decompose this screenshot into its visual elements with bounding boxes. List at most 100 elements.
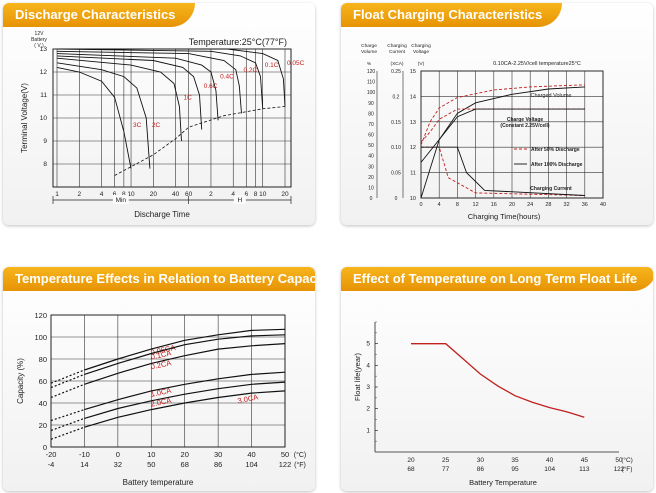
x-tick-label: 40 bbox=[600, 202, 606, 208]
x-tick-celsius: 40 bbox=[247, 450, 255, 459]
label-charge-voltage: Charge Voltage bbox=[507, 117, 544, 123]
x-tick-label: 4 bbox=[100, 191, 104, 198]
x-tick-label: 6 bbox=[244, 191, 248, 198]
y-tick-label: 13 bbox=[40, 46, 48, 53]
y-tick-label: 2 bbox=[366, 406, 370, 413]
series-label: 2.0CA bbox=[150, 396, 172, 409]
float-annotation: 0.10CA-2.25V/cell temperature25°C bbox=[493, 61, 581, 67]
x-tick-celsius: 25 bbox=[442, 457, 450, 464]
current-tick-label: 0.25 bbox=[391, 69, 401, 75]
y-tick-label: 60 bbox=[39, 377, 47, 386]
volume-tick-label: 20 bbox=[368, 175, 374, 181]
x-axis-label: Battery Temperature bbox=[469, 478, 537, 487]
y-header: Charging bbox=[411, 43, 431, 49]
x-tick-label: 60 bbox=[185, 191, 193, 198]
volume-tick-label: 30 bbox=[368, 164, 374, 170]
cutoff-voltage-line bbox=[114, 106, 286, 176]
x-tick-celsius: 50 bbox=[615, 457, 623, 464]
x-tick-fahrenheit: 95 bbox=[511, 466, 519, 473]
discharge-series-0.4C bbox=[56, 53, 219, 121]
x-tick-celsius: 20 bbox=[181, 450, 189, 459]
x-tick-fahrenheit: 50 bbox=[147, 460, 155, 469]
x-tick-label: 20 bbox=[509, 202, 515, 208]
x-tick-label: 8 bbox=[456, 202, 459, 208]
x-tick-celsius: 35 bbox=[511, 457, 519, 464]
x-tick-fahrenheit: 122 bbox=[279, 460, 292, 469]
x-tick-fahrenheit: 113 bbox=[579, 466, 590, 473]
series-label: 3.0CA bbox=[237, 392, 259, 405]
capacity-series-0.1CA bbox=[84, 334, 286, 375]
label-after-100: After 100% Discharge bbox=[531, 162, 583, 168]
x-tick-celsius: 50 bbox=[281, 450, 289, 459]
volume-tick-label: 0 bbox=[370, 196, 373, 202]
y-unit: (XCA) bbox=[390, 61, 403, 67]
x-tick-label: 4 bbox=[231, 191, 235, 198]
x-tick-celsius: -20 bbox=[46, 450, 57, 459]
discharge-panel: Discharge Characteristics 1 2 4 6 8 10 20 40 60 2… bbox=[3, 3, 315, 225]
x-tick-label: 2 bbox=[209, 191, 213, 198]
x-tick-label: 20 bbox=[150, 191, 158, 198]
volume-tick-label: 90 bbox=[368, 101, 374, 107]
series-label: 1.0CA bbox=[150, 386, 172, 399]
x-axis-label: Discharge Time bbox=[134, 210, 190, 219]
float-life-panel: Effect of Temperature on Long Term Float… bbox=[341, 267, 653, 491]
capacity-series-3.0CA bbox=[84, 390, 286, 428]
y-tick-label: 0 bbox=[43, 443, 47, 452]
discharge-series-0.2C bbox=[56, 50, 242, 114]
x-tick-label: 8 bbox=[254, 191, 258, 198]
x-axis-label: Battery temperature bbox=[123, 478, 194, 487]
capacity-series-1.0CA bbox=[84, 371, 286, 411]
x-tick-label: 40 bbox=[172, 191, 180, 198]
voltage-tick-label: 11 bbox=[410, 171, 416, 177]
volume-tick-label: 120 bbox=[367, 69, 376, 75]
y-tick-label: 5 bbox=[366, 341, 370, 348]
unit-bg bbox=[112, 195, 129, 204]
float-title: Float Charging Characteristics bbox=[341, 3, 563, 27]
x-tick-fahrenheit: 68 bbox=[181, 460, 189, 469]
y-unit-label: ( V ) bbox=[34, 43, 44, 49]
series-label: 0.1CA bbox=[150, 348, 172, 361]
x-tick-celsius: 30 bbox=[214, 450, 222, 459]
x-tick-label: 4 bbox=[438, 202, 441, 208]
y-header: Charge bbox=[361, 43, 377, 49]
voltage-tick-label: 14 bbox=[410, 94, 416, 100]
float-life-chart: 123452068257730863595401044511350122(°C)… bbox=[353, 321, 633, 487]
x-tick-label: 6 bbox=[113, 191, 117, 198]
x-tick-celsius: 30 bbox=[477, 457, 485, 464]
x-tick-label: 20 bbox=[281, 191, 289, 198]
float-series-charged-volume bbox=[420, 86, 585, 199]
x-tick-celsius: 40 bbox=[546, 457, 554, 464]
series-label: 3C bbox=[133, 122, 142, 129]
x-tick-label: 10 bbox=[127, 191, 135, 198]
y-tick-label: 40 bbox=[39, 399, 47, 408]
x-tick-celsius: 0 bbox=[116, 450, 120, 459]
capacity-series-0.05CA-low bbox=[50, 369, 85, 384]
float-chart: 0 4 8 12 16 20 24 28 32 36 40 15 14 13 12 11 10 0.25 0.2 0.… bbox=[361, 43, 606, 221]
series-label: 2C bbox=[152, 122, 161, 129]
y-axis-label: Terminal Voltage(V) bbox=[20, 83, 29, 153]
label-charge-voltage-sub: (Constant 2.25V/cell) bbox=[500, 123, 550, 129]
temp-capacity-panel: Temperature Effects in Relation to Batte… bbox=[3, 267, 315, 491]
voltage-tick-label: 15 bbox=[410, 69, 416, 75]
voltage-tick-label: 10 bbox=[410, 196, 416, 202]
y-header: Voltage bbox=[413, 49, 429, 55]
hour-unit-label: H bbox=[237, 197, 242, 204]
label-charging-current: Charging Current bbox=[530, 186, 572, 192]
capacity-series-2.0CA-low bbox=[50, 417, 85, 432]
y-axis-label: Float life(year) bbox=[353, 353, 362, 401]
y-unit-label: Battery bbox=[31, 37, 47, 43]
x-tick-label: 28 bbox=[545, 202, 551, 208]
discharge-series-3C bbox=[56, 66, 132, 169]
x-tick-fahrenheit: 104 bbox=[245, 460, 258, 469]
series-label: 0.05C bbox=[287, 60, 305, 67]
float-series-charged-volume bbox=[420, 84, 585, 146]
y-tick-label: 11 bbox=[40, 92, 47, 99]
x-tick-fahrenheit: 32 bbox=[114, 460, 122, 469]
discharge-series-0.1C bbox=[56, 48, 264, 109]
y-tick-label: 4 bbox=[366, 362, 370, 369]
discharge-title: Discharge Characteristics bbox=[3, 3, 196, 27]
volume-tick-label: 50 bbox=[368, 143, 374, 149]
discharge-chart: 1 2 4 6 8 10 20 40 60 2 4 6 8 10 20131211109812VBatter… bbox=[20, 31, 305, 219]
y-unit-label: 12V bbox=[35, 31, 45, 37]
discharge-series-1C bbox=[56, 57, 182, 142]
